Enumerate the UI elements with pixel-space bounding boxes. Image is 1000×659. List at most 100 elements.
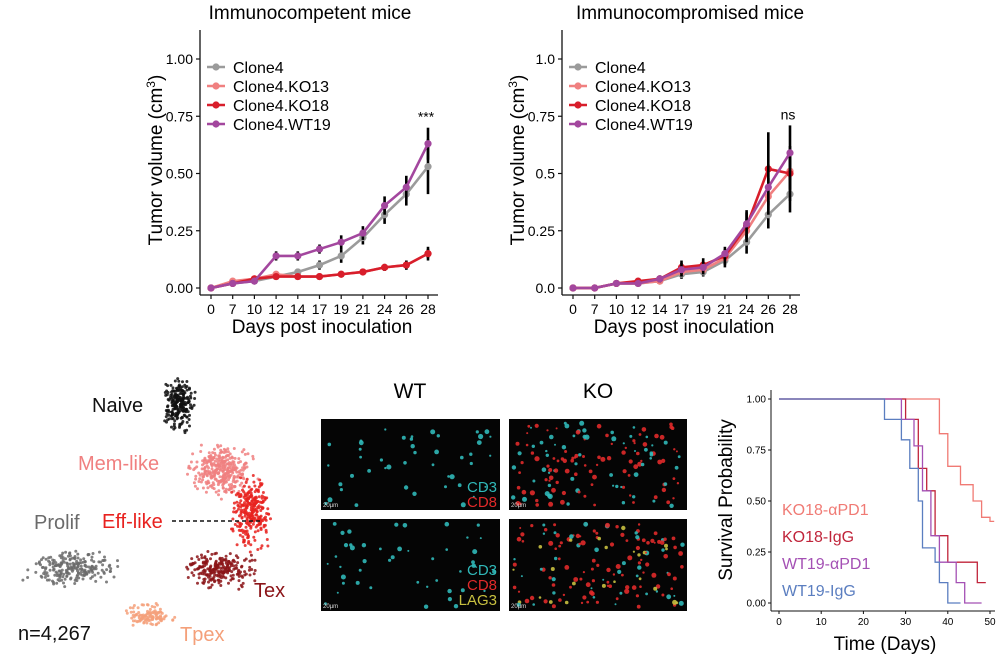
cell-dot xyxy=(166,405,169,409)
stained-cell xyxy=(680,565,684,569)
cell-dot xyxy=(207,451,211,455)
legend-label: Clone4 xyxy=(595,60,646,77)
cell-dot xyxy=(167,398,171,402)
x-tick-label: 19 xyxy=(333,301,349,317)
cell-dot xyxy=(199,571,203,575)
stained-cell xyxy=(667,572,671,577)
cell-dot xyxy=(244,525,248,529)
stained-cell xyxy=(553,523,557,527)
stained-cell xyxy=(551,577,556,582)
cell-dot xyxy=(212,570,216,574)
y-tick-label: 1.00 xyxy=(747,395,767,406)
stained-cell xyxy=(511,495,516,500)
stained-cell xyxy=(530,451,535,455)
stained-cell xyxy=(430,429,436,435)
legend-marker xyxy=(574,63,582,71)
stained-cell xyxy=(574,453,579,458)
y-tick-label: 0.00 xyxy=(166,280,193,296)
cell-dot xyxy=(26,568,30,572)
stained-cell xyxy=(558,544,562,548)
cell-dot xyxy=(116,559,119,563)
cell-dot xyxy=(244,493,248,497)
cell-dot xyxy=(227,461,231,465)
cell-dot xyxy=(248,517,252,520)
cell-dot xyxy=(225,565,229,569)
cell-dot xyxy=(239,529,243,533)
cell-dot xyxy=(253,538,257,542)
stained-cell xyxy=(388,558,392,562)
cell-dot xyxy=(220,466,224,470)
y-tick-label: 0.75 xyxy=(166,108,193,124)
cell-dot xyxy=(153,609,157,613)
cell-dot xyxy=(235,509,239,513)
data-point xyxy=(699,263,707,271)
stained-cell xyxy=(472,549,478,555)
cell-dot xyxy=(232,510,236,514)
stained-cell xyxy=(666,500,671,505)
cell-dot xyxy=(242,540,245,544)
cell-dot xyxy=(105,580,108,584)
cell-dot xyxy=(260,544,264,548)
cell-dot xyxy=(210,475,214,479)
cell-dot xyxy=(227,473,231,477)
x-tick-label: 40 xyxy=(942,617,954,628)
stained-cell xyxy=(527,424,531,428)
y-tick-label: 0.75 xyxy=(747,446,767,457)
cell-dot xyxy=(158,607,162,611)
cell-dot xyxy=(192,403,196,407)
cell-dot xyxy=(231,559,235,563)
stained-cell xyxy=(402,523,408,528)
x-axis-label: Days post inoculation xyxy=(594,317,775,338)
stained-cell xyxy=(615,564,621,569)
y-tick-label: 1.00 xyxy=(166,51,193,67)
cell-dot xyxy=(57,563,61,567)
stained-cell xyxy=(478,433,484,440)
stained-cell xyxy=(548,501,554,507)
stained-cell xyxy=(620,532,625,538)
cell-dot xyxy=(153,605,157,609)
stained-cell xyxy=(617,569,622,575)
legend-label: KO18-αPD1 xyxy=(782,502,869,519)
x-tick-label: 28 xyxy=(782,301,798,317)
cell-dot xyxy=(190,407,194,410)
data-point xyxy=(424,250,432,258)
stained-cell xyxy=(635,574,639,578)
cell-dot xyxy=(253,569,257,572)
stained-cell xyxy=(434,449,439,455)
cell-dot xyxy=(199,480,203,484)
cell-dot xyxy=(263,517,267,521)
cell-dot xyxy=(130,616,134,620)
cell-dot xyxy=(79,564,83,568)
cell-dot xyxy=(132,615,136,619)
stained-cell xyxy=(379,458,383,462)
data-point xyxy=(743,220,751,228)
x-tick-label: 21 xyxy=(717,301,733,317)
cell-dot xyxy=(76,562,80,565)
cell-dot xyxy=(204,562,208,566)
data-point xyxy=(402,261,410,269)
cell-dot xyxy=(211,577,215,581)
cell-dot xyxy=(155,622,159,626)
cell-dot xyxy=(173,615,177,619)
cell-dot xyxy=(170,417,174,421)
stained-cell xyxy=(632,501,635,504)
stained-cell xyxy=(678,600,684,606)
stained-cell xyxy=(638,577,642,581)
cell-dot xyxy=(220,576,223,580)
stained-cell xyxy=(336,591,339,594)
cell-dot xyxy=(250,487,254,491)
cell-dot xyxy=(204,480,208,484)
stained-cell xyxy=(384,428,387,431)
cell-dot xyxy=(243,466,247,470)
stained-cell xyxy=(538,596,542,599)
stained-cell xyxy=(566,502,570,506)
cell-dot xyxy=(240,585,244,589)
cell-dot xyxy=(256,529,260,533)
cell-dot xyxy=(213,459,217,463)
cell-dot xyxy=(219,497,223,501)
x-tick-label: 24 xyxy=(377,301,393,317)
cell-dot xyxy=(91,552,95,555)
data-point xyxy=(315,272,324,281)
stained-cell xyxy=(327,497,333,503)
cell-dot xyxy=(260,496,264,500)
